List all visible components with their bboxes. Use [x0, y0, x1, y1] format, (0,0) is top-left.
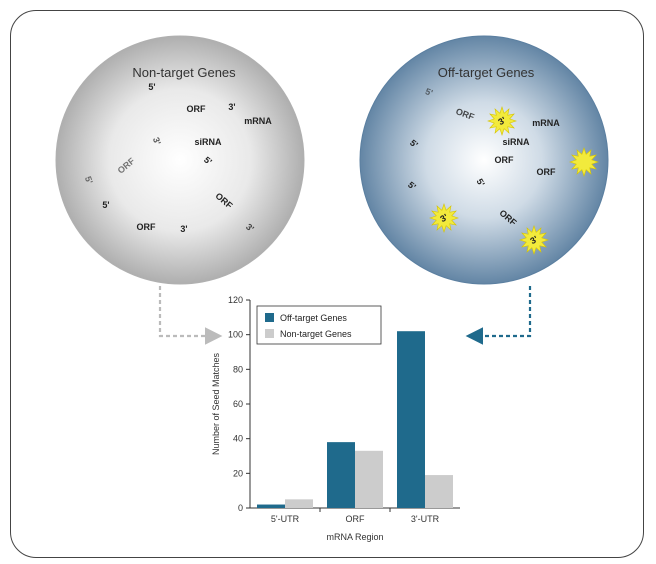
figure-frame	[10, 10, 644, 558]
bar-off-target	[327, 442, 355, 508]
starburst-icon: 3'	[519, 225, 549, 255]
y-axis-title: Number of Seed Matches	[211, 352, 221, 455]
burst-label: 3'	[528, 234, 539, 246]
right-circle-label: siRNA	[502, 137, 530, 147]
seed-match-bar-chart: 0 20 40 60 80 100 120 5'-UTR ORF 3'-UTR mRNA Regio…	[211, 295, 460, 542]
non-target-title: Non-target Genes	[132, 65, 236, 80]
left-circle-label: 3'	[180, 224, 187, 234]
right-dashed-arrow	[465, 286, 532, 345]
x-axis-title: mRNA Region	[326, 532, 383, 542]
left-circle-label: mRNA	[244, 116, 272, 126]
legend-entry: Off-target Genes	[280, 313, 347, 323]
starburst-icon	[569, 147, 599, 177]
burst-label: 3'	[438, 212, 449, 224]
right-circle-label: 5'	[474, 177, 486, 188]
right-circle-label: mRNA	[532, 118, 560, 128]
y-tick-label: 120	[228, 295, 243, 305]
non-target-genes-circle: Non-target Genes 5' ORF 3' mRNA siRNA 3' 5' ORF…	[55, 35, 305, 285]
left-circle-label: 5'	[102, 200, 109, 210]
left-circle-label: siRNA	[194, 137, 222, 147]
legend-entry: Non-target Genes	[280, 329, 352, 339]
left-dashed-arrow	[158, 286, 223, 345]
y-tick-label: 0	[238, 503, 243, 513]
left-circle-label: 5'	[83, 175, 95, 185]
bar-non-target	[355, 450, 383, 508]
right-circle-label: ORF	[495, 155, 515, 165]
x-tick-label: ORF	[346, 514, 366, 524]
y-tick-label: 20	[233, 468, 243, 478]
left-circle-label: 3'	[151, 136, 163, 146]
right-circle-label: 5'	[408, 138, 420, 150]
burst-label: 3'	[496, 115, 507, 127]
x-tick-label: 3'-UTR	[411, 514, 440, 524]
y-tick-label: 100	[228, 330, 243, 340]
y-tick-label: 80	[233, 364, 243, 374]
y-tick-label: 60	[233, 399, 243, 409]
legend: Off-target Genes Non-target Genes	[256, 305, 382, 345]
left-circle-label: 3'	[244, 222, 256, 234]
bar-non-target	[285, 499, 313, 508]
off-target-title: Off-target Genes	[438, 65, 535, 80]
bar-off-target	[397, 331, 425, 508]
bar-off-target	[257, 504, 285, 508]
left-circle-label: 3'	[228, 102, 235, 112]
right-circle-label: 5'	[424, 86, 434, 98]
right-circle-label: ORF	[537, 167, 557, 177]
starburst-icon: 3'	[487, 106, 517, 136]
x-tick-label: 5'-UTR	[271, 514, 300, 524]
legend-swatch	[265, 313, 274, 322]
y-tick-label: 40	[233, 434, 243, 444]
left-circle-label: ORF	[137, 222, 157, 232]
legend-swatch	[265, 329, 274, 338]
left-circle-label: 5'	[148, 82, 155, 92]
right-circle-label: 5'	[406, 180, 418, 192]
left-circle-label: 5'	[202, 155, 214, 167]
left-circle-label: ORF	[187, 104, 207, 114]
bar-non-target	[425, 475, 453, 508]
starburst-icon: 3'	[429, 203, 459, 233]
